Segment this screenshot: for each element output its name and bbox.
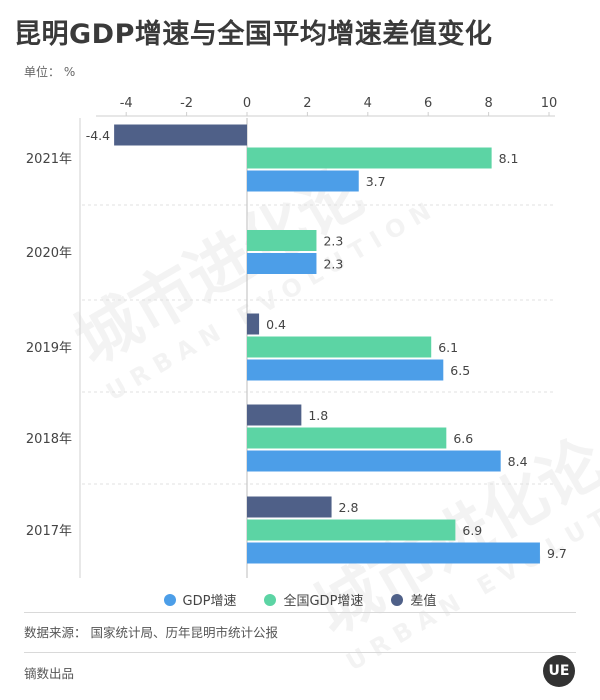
footer-divider bbox=[24, 652, 576, 653]
bar-national-gdp bbox=[247, 147, 492, 169]
bar-national-gdp bbox=[247, 519, 456, 541]
unit-label: 单位： % bbox=[24, 65, 76, 79]
category-label: 2019年 bbox=[26, 341, 72, 356]
bar-gdp bbox=[247, 450, 501, 472]
legend-dot-national-gdp bbox=[264, 593, 277, 606]
footer-divider bbox=[24, 612, 576, 613]
x-tick-label: 2 bbox=[303, 96, 311, 111]
bar-gdp bbox=[247, 253, 317, 274]
category-label: 2021年 bbox=[26, 152, 72, 167]
legend-item-gdp[interactable]: GDP增速 bbox=[163, 590, 237, 609]
chart-title: 昆明GDP增速与全国平均增速差值变化 bbox=[14, 19, 493, 50]
category-label: 2017年 bbox=[26, 524, 72, 539]
data-label: 6.9 bbox=[462, 523, 482, 538]
legend-label-difference: 差值 bbox=[410, 594, 437, 609]
data-label: 6.6 bbox=[453, 431, 473, 446]
data-label: -4.4 bbox=[86, 128, 110, 143]
bar-difference bbox=[247, 404, 302, 426]
x-tick-label: 0 bbox=[243, 96, 251, 111]
category-label: 2020年 bbox=[26, 246, 72, 261]
bar-difference bbox=[114, 124, 248, 146]
bar-national-gdp bbox=[247, 427, 447, 449]
data-source: 数据来源： 国家统计局、历年昆明市统计公报 bbox=[24, 625, 278, 640]
legend-dot-difference bbox=[391, 593, 404, 606]
bar-gdp bbox=[247, 542, 540, 564]
brand-logo: UE bbox=[543, 655, 575, 687]
legend-dot-gdp bbox=[163, 593, 176, 606]
category-label: 2018年 bbox=[26, 432, 72, 447]
x-tick-label: -4 bbox=[120, 96, 133, 111]
x-tick-label: 6 bbox=[424, 96, 432, 111]
bar-difference bbox=[247, 313, 260, 335]
data-label: 0.4 bbox=[266, 317, 286, 332]
bar-gdp bbox=[247, 359, 444, 381]
data-label: 3.7 bbox=[366, 174, 386, 189]
x-tick-label: 4 bbox=[364, 96, 372, 111]
x-tick-label: 8 bbox=[484, 96, 492, 111]
data-label: 8.1 bbox=[499, 151, 519, 166]
legend-item-difference[interactable]: 差值 bbox=[391, 590, 436, 609]
data-label: 6.1 bbox=[438, 340, 458, 355]
legend-item-national-gdp[interactable]: 全国GDP增速 bbox=[264, 590, 363, 609]
data-label: 2.3 bbox=[323, 234, 343, 249]
legend-label-gdp: GDP增速 bbox=[182, 594, 237, 609]
x-tick-label: -2 bbox=[180, 96, 193, 111]
legend: GDP增速 全国GDP增速 差值 bbox=[0, 590, 600, 609]
data-label: 1.8 bbox=[308, 408, 328, 423]
data-label: 8.4 bbox=[508, 454, 528, 469]
data-label: 6.5 bbox=[450, 363, 470, 378]
bar-national-gdp bbox=[247, 230, 317, 251]
data-label: 2.3 bbox=[323, 257, 343, 272]
bar-gdp bbox=[247, 170, 359, 192]
data-label: 2.8 bbox=[339, 500, 359, 515]
legend-label-national-gdp: 全国GDP增速 bbox=[283, 594, 364, 609]
bar-difference bbox=[247, 496, 332, 518]
bar-national-gdp bbox=[247, 336, 432, 358]
producer-label: 镝数出品 bbox=[24, 666, 75, 681]
x-tick-label: 10 bbox=[541, 96, 558, 111]
data-label: 9.7 bbox=[547, 546, 567, 561]
